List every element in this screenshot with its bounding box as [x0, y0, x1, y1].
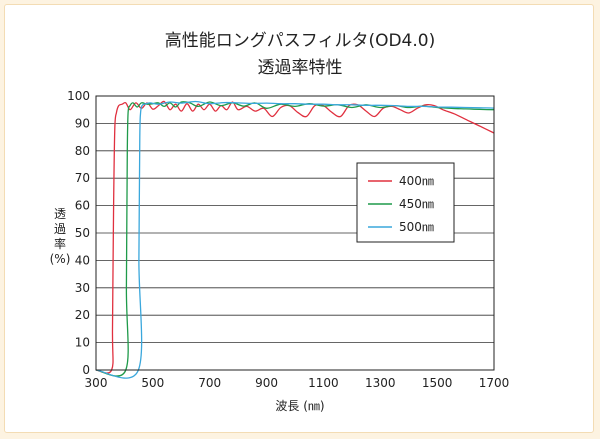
y-tick-labels: 0 10 20 30 40 50 60 70 80 90 100 — [67, 89, 90, 377]
series-line-3 — [95, 100, 495, 379]
y-tick-label: 30 — [75, 281, 90, 295]
y-tick-label: 90 — [75, 116, 90, 130]
y-axis-label-char: 過 — [54, 222, 66, 236]
x-tick-label: 900 — [255, 376, 278, 390]
y-axis-label-char: 透 — [54, 207, 66, 221]
y-tick-label: 40 — [75, 253, 90, 267]
legend-box — [356, 162, 455, 243]
y-tick-label: 60 — [75, 199, 90, 213]
x-tick-label: 1500 — [422, 376, 453, 390]
series-lines — [95, 100, 495, 379]
y-tick-label: 70 — [75, 171, 90, 185]
chart-title: 高性能ロングパスフィルタ(OD4.0) — [165, 31, 435, 51]
plot-area-border — [95, 95, 495, 371]
y-tick-label: 0 — [82, 363, 90, 377]
x-tick-label: 700 — [198, 376, 221, 390]
y-axis-label: 透過率(%) — [50, 207, 71, 266]
y-tick-label: 80 — [75, 144, 90, 158]
y-axis-label-char: 率 — [54, 236, 66, 251]
x-axis-label: 波長 (㎚) — [275, 399, 324, 413]
chart-subtitle: 透過率特性 — [258, 58, 343, 78]
y-tick-label: 20 — [75, 308, 90, 322]
y-tick-label: 50 — [75, 226, 90, 240]
x-tick-label: 500 — [141, 376, 164, 390]
x-tick-label: 1300 — [365, 376, 396, 390]
legend-label-3: 500㎚ — [399, 220, 434, 234]
chart-frame — [4, 4, 594, 433]
x-tick-label: 300 — [85, 376, 108, 390]
x-tick-label: 1700 — [479, 376, 510, 390]
x-tick-label: 1100 — [308, 376, 339, 390]
series-line-1 — [95, 100, 495, 374]
x-tick-labels: 300 500 700 900 1100 1300 1500 1700 — [85, 376, 510, 390]
y-tick-label: 100 — [67, 89, 90, 103]
y-tick-label: 10 — [75, 336, 90, 350]
legend: 400㎚ 450㎚ 500㎚ — [356, 162, 455, 243]
y-axis-label-char: (%) — [50, 252, 71, 266]
legend-label-2: 450㎚ — [399, 197, 434, 211]
legend-label-1: 400㎚ — [399, 174, 434, 188]
